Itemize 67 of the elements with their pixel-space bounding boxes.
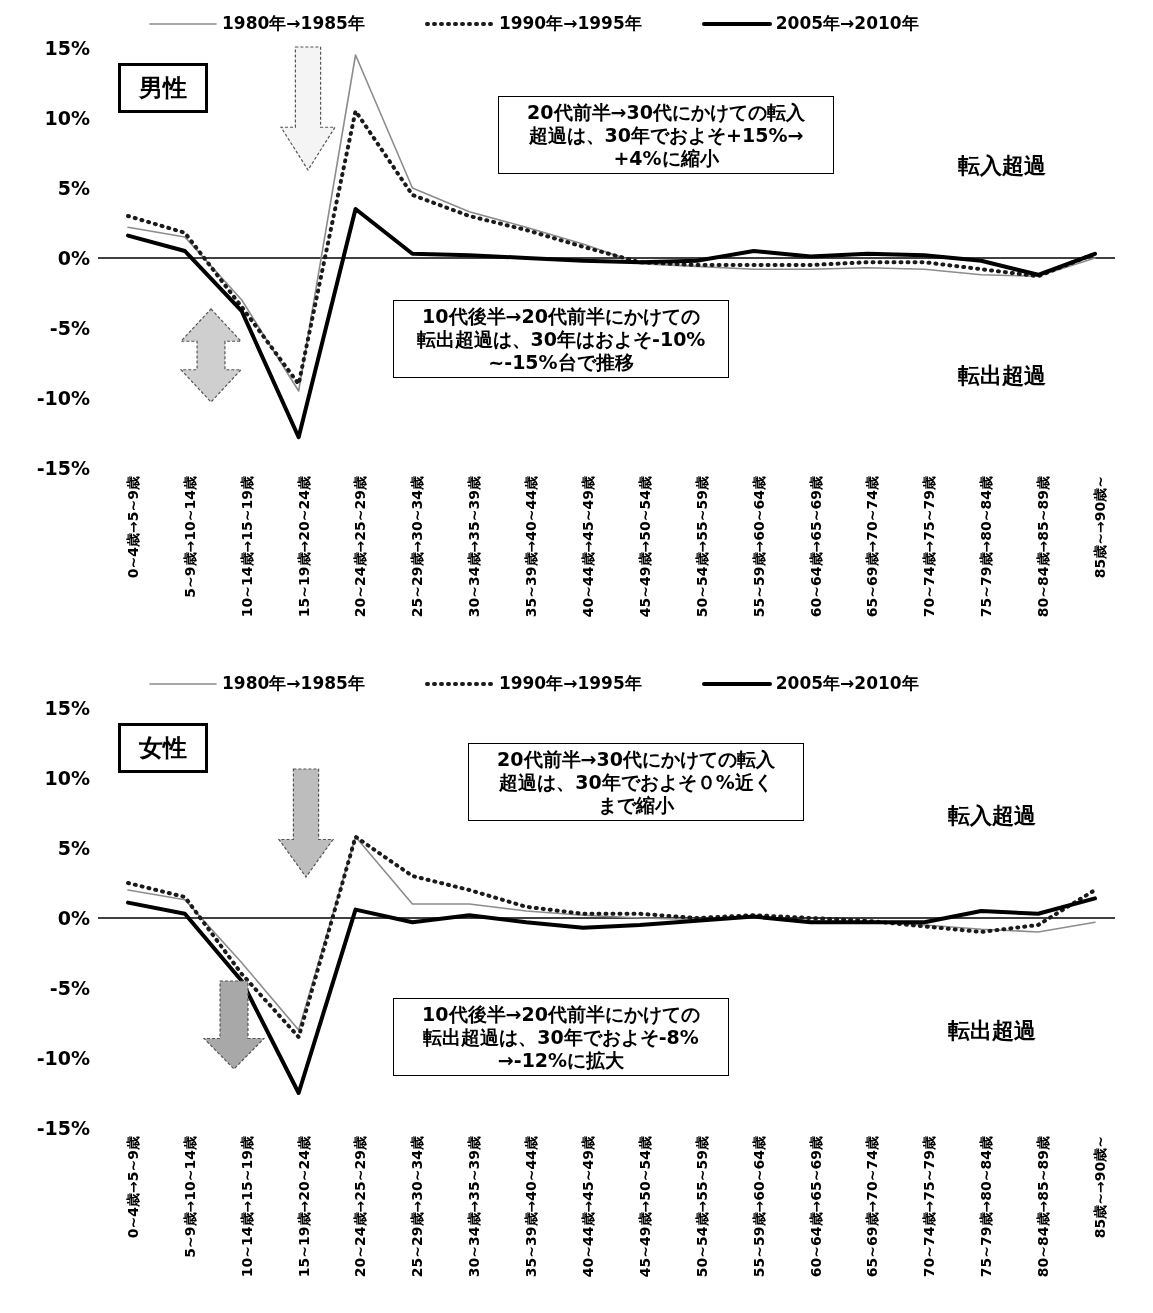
- y-tick-label: 15%: [44, 36, 90, 59]
- legend-label: 1980年→1985年: [222, 12, 365, 35]
- y-tick-label: 10%: [44, 766, 90, 789]
- x-tick-label: 45~49歳→50~54歳: [636, 1136, 653, 1278]
- legend-label: 2005年→2010年: [775, 12, 919, 35]
- x-tick-label: 0~4歳→5~9歳: [124, 1136, 141, 1239]
- annotation: 20代前半→30代にかけての転入超過は、30年でおよそ０%近くまで縮小: [468, 743, 804, 822]
- x-tick-label: 70~74歳→75~79歳: [921, 1136, 938, 1278]
- annotation: 20代前半→30代にかけての転入超過は、30年でおよそ+15%→+4%に縮小: [498, 96, 834, 175]
- x-tick-label: 40~44歳→45~49歳: [580, 1136, 596, 1278]
- y-tick-label: -5%: [49, 316, 90, 339]
- x-tick-label: 50~54歳→55~59歳: [693, 1136, 710, 1278]
- x-tick-label: 10~14歳→15~19歳: [238, 476, 255, 618]
- x-tick-label: 35~39歳→40~44歳: [523, 1136, 540, 1278]
- legend-label: 2005年→2010年: [775, 672, 919, 695]
- x-tick-label: 40~44歳→45~49歳: [580, 476, 596, 618]
- x-tick-label: 45~49歳→50~54歳: [636, 476, 653, 618]
- legend-label: 1990年→1995年: [498, 672, 642, 695]
- x-tick-label: 70~74歳→75~79歳: [921, 476, 938, 618]
- x-tick-label: 60~64歳→65~69歳: [807, 476, 824, 618]
- text: 女性: [118, 723, 208, 773]
- x-tick-label: 65~69歳→70~74歳: [864, 1136, 881, 1278]
- y-tick-label: 10%: [44, 106, 90, 129]
- y-tick-label: 0%: [57, 246, 90, 269]
- x-tick-label: 15~19歳→20~24歳: [295, 476, 312, 618]
- x-tick-label: 15~19歳→20~24歳: [295, 1136, 312, 1278]
- annotation: 転出超過: [948, 1018, 1036, 1045]
- x-tick-label: 35~39歳→40~44歳: [523, 476, 540, 618]
- x-tick-label: 80~84歳→85~89歳: [1035, 1136, 1052, 1278]
- annotation: 転入超過: [958, 153, 1046, 180]
- x-tick-label: 0~4歳→5~9歳: [124, 476, 141, 579]
- x-tick-label: 30~34歳→35~39歳: [466, 1136, 483, 1278]
- annotation: 10代後半→20代前半にかけての転出超過は、30年はおよそ-10%~-15%台で推移: [393, 300, 729, 379]
- x-tick-label: 10~14歳→15~19歳: [238, 1136, 255, 1278]
- x-tick-label: 85歳~→90歳~: [1091, 1136, 1108, 1239]
- line-series: [127, 54, 1096, 392]
- y-tick-label: 0%: [57, 906, 90, 929]
- y-tick-label: 5%: [57, 836, 90, 859]
- text: 男性: [118, 63, 208, 113]
- x-tick-label: 20~24歳→25~29歳: [352, 1136, 369, 1278]
- x-tick-label: 60~64歳→65~69歳: [807, 1136, 824, 1278]
- x-tick-label: 55~59歳→60~64歳: [750, 1136, 767, 1278]
- y-tick-label: -5%: [49, 976, 90, 999]
- x-tick-label: 25~29歳→30~34歳: [409, 1136, 426, 1278]
- x-tick-label: 85歳~→90歳~: [1091, 476, 1108, 579]
- x-tick-label: 80~84歳→85~89歳: [1035, 476, 1052, 618]
- y-tick-label: -10%: [36, 386, 90, 409]
- x-tick-label: 30~34歳→35~39歳: [466, 476, 483, 618]
- legend-label: 1990年→1995年: [498, 12, 642, 35]
- x-tick-label: 65~69歳→70~74歳: [864, 476, 881, 618]
- x-tick-label: 5~9歳→10~14歳: [181, 476, 198, 598]
- annotation: 10代後半→20代前半にかけての転出超過は、30年でおよそ-8%→-12%に拡大: [393, 998, 729, 1077]
- x-tick-label: 50~54歳→55~59歳: [693, 476, 710, 618]
- y-tick-label: -15%: [36, 456, 90, 479]
- annotation: 転出超過: [958, 363, 1046, 390]
- x-tick-label: 75~79歳→80~84歳: [978, 476, 995, 618]
- x-tick-label: 5~9歳→10~14歳: [181, 1136, 198, 1258]
- x-tick-label: 55~59歳→60~64歳: [750, 476, 767, 618]
- legend-label: 1980年→1985年: [222, 672, 365, 695]
- annotation: 転入超過: [948, 803, 1036, 830]
- x-tick-label: 25~29歳→30~34歳: [409, 476, 426, 618]
- x-tick-label: 75~79歳→80~84歳: [978, 1136, 995, 1278]
- y-tick-label: -10%: [36, 1046, 90, 1069]
- y-tick-label: 15%: [44, 696, 90, 719]
- x-tick-label: 20~24歳→25~29歳: [352, 476, 369, 618]
- y-tick-label: -15%: [36, 1116, 90, 1139]
- y-tick-label: 5%: [57, 176, 90, 199]
